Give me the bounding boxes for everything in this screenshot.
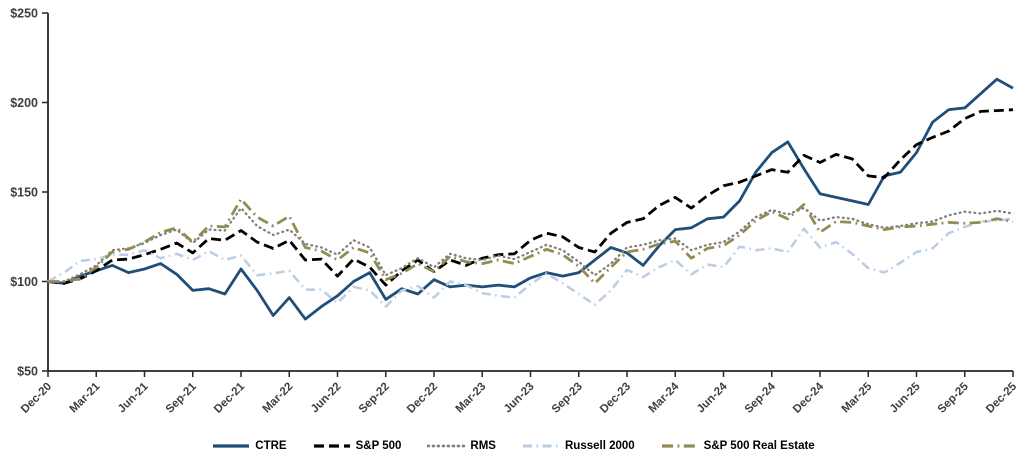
legend-label-rms: RMS [470,440,496,452]
legend-line-sample-rms [427,444,466,448]
y-axis-tick-label: $250 [10,7,38,21]
legend-line-sample-s-p-500 [313,444,350,448]
x-axis-tick-label: Dec-20 [19,381,54,416]
x-axis-tick-label: Mar-24 [647,380,682,415]
x-axis-tick-label: Jun-21 [116,380,151,415]
x-axis-tick-label: Sep-24 [743,380,779,416]
legend-item-s-p-500-real-estate: S&P 500 Real Estate [661,440,815,452]
legend-label-s-p-500: S&P 500 [355,440,402,452]
chart-legend: CTRE S&P 500 RMS Russell 2000 S&P 500 Real E… [0,433,1027,459]
legend-item-ctre: CTRE [212,440,287,452]
x-axis-tick-label: Sep-22 [357,381,392,416]
legend-item-russell-2000: Russell 2000 [522,440,635,452]
series-line-s-p-500 [47,108,1014,287]
legend-line-sample-russell-2000 [522,444,559,448]
series-line-rms [46,206,1015,283]
x-axis-tick-label: Jun-22 [309,381,344,416]
legend-line-sample-s-p-500-real-estate [661,444,698,448]
legend-label-s-p-500-real-estate: S&P 500 Real Estate [703,440,815,452]
x-axis-tick-label: Jun-25 [888,380,923,415]
x-axis-tick-label: Mar-25 [840,380,875,415]
x-axis-tick-label: Dec-25 [984,380,1020,416]
x-axis-tick-label: Mar-22 [261,381,296,416]
legend-item-rms: RMS [427,440,496,452]
legend-label-ctre: CTRE [255,440,287,452]
legend-label-russell-2000: Russell 2000 [564,440,635,452]
x-axis-tick-label: Dec-24 [791,380,827,416]
series-line-s-p-500-real-estate [48,197,1014,285]
x-axis-tick-label: Dec-23 [598,381,633,416]
x-axis-tick-label: Mar-23 [454,381,489,416]
y-axis-tick-label: $200 [10,96,38,110]
x-axis-tick-label: Sep-21 [164,380,200,416]
x-axis-tick-label: Sep-25 [936,380,972,416]
chart-plot-area: $50 $100 $150 $200 $250 Dec-20 Mar-21 Jun-21 Sep… [10,7,1020,416]
x-axis-tick-label: Jun-24 [695,380,730,415]
y-axis-tick-label: $100 [10,275,38,289]
y-axis-tick-label: $150 [10,186,38,200]
x-axis-tick-label: Sep-23 [550,381,585,416]
y-axis-tick-label: $50 [17,365,38,379]
series-line-ctre [47,77,1014,321]
legend-line-sample-ctre [213,444,250,448]
x-axis-tick-label: Dec-21 [212,380,248,416]
x-axis-tick-label: Jun-23 [502,381,537,416]
legend-item-s-p-500: S&P 500 [313,440,402,452]
x-axis-tick-label: Mar-21 [68,380,103,415]
x-axis-tick-label: Dec-22 [405,381,440,416]
series-line-russell-2000 [47,217,1014,308]
